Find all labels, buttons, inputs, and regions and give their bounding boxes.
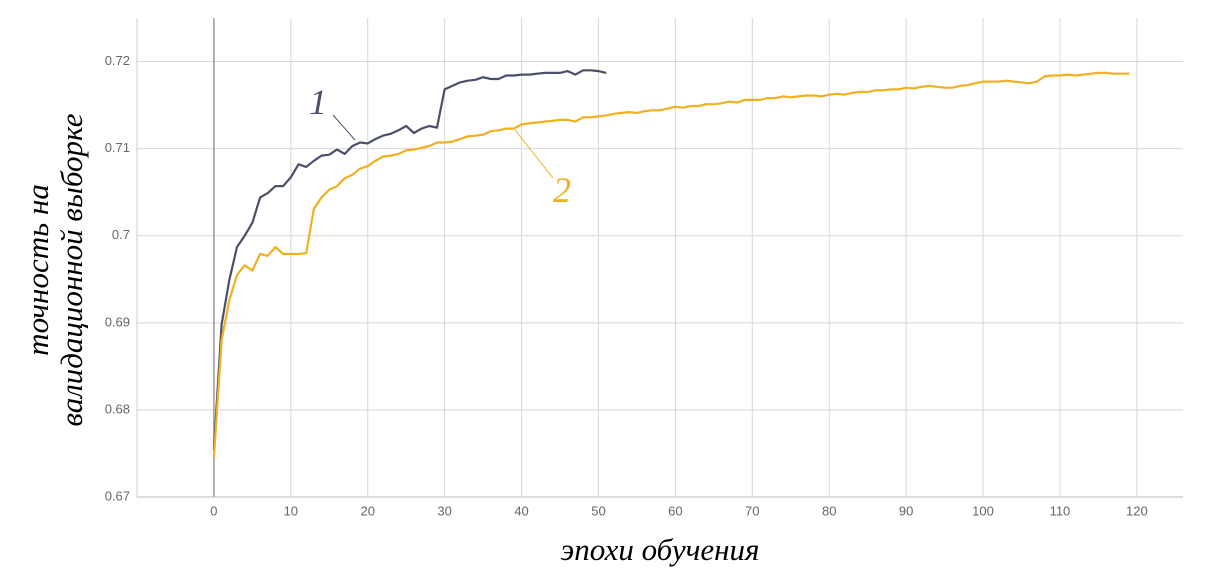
x-tick-label: 40 <box>514 503 528 518</box>
y-axis-label: валидационной выборке <box>54 113 89 426</box>
x-tick-label: 10 <box>284 503 298 518</box>
y-tick-label: 0.71 <box>105 140 130 155</box>
y-tick-label: 0.67 <box>105 488 130 503</box>
annotation-leader <box>332 114 356 141</box>
x-axis-label: эпохи обучения <box>561 532 760 567</box>
x-tick-label: 110 <box>1050 503 1071 518</box>
x-tick-label: 100 <box>972 503 994 518</box>
x-tick-label: 20 <box>361 503 375 518</box>
series-label: 1 <box>309 82 327 122</box>
x-tick-label: 120 <box>1126 503 1148 518</box>
x-tick-label: 30 <box>437 503 451 518</box>
x-tick-label: 50 <box>591 503 605 518</box>
y-tick-label: 0.69 <box>105 314 130 329</box>
series-line <box>212 71 1130 458</box>
annotation-leader <box>514 129 554 179</box>
x-tick-label: 60 <box>668 503 682 518</box>
x-tick-label: 80 <box>822 503 836 518</box>
y-tick-label: 0.68 <box>105 401 130 416</box>
x-tick-label: 70 <box>745 503 759 518</box>
x-tick-label: 0 <box>210 503 217 518</box>
series-label: 2 <box>553 170 571 210</box>
y-tick-label: 0.7 <box>112 227 130 242</box>
grid <box>137 18 1183 498</box>
y-axis-label: точность на <box>20 184 55 356</box>
series-line <box>212 69 607 451</box>
x-tick-label: 90 <box>899 503 913 518</box>
y-tick-label: 0.72 <box>105 53 130 68</box>
lines <box>212 69 1130 458</box>
